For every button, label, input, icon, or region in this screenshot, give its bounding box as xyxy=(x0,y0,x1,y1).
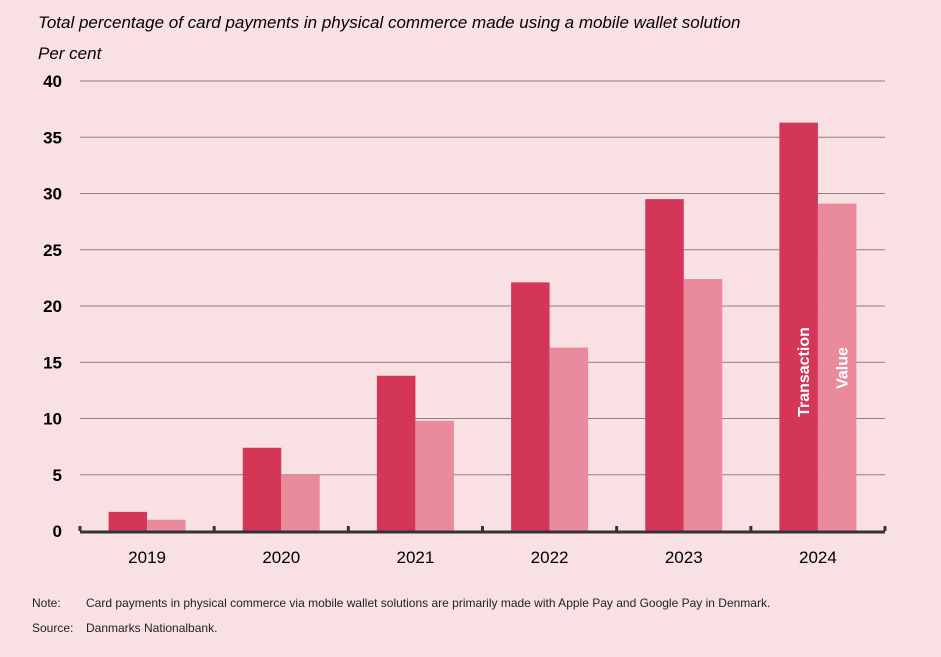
y-tick-label: 25 xyxy=(43,241,62,260)
legend-label-transaction: Transaction xyxy=(796,327,813,417)
bar-transaction-2019 xyxy=(108,511,148,531)
bar-value-2021 xyxy=(415,420,454,531)
bar-value-2023 xyxy=(683,279,723,531)
bar-value-2019 xyxy=(147,519,186,531)
y-tick-label: 15 xyxy=(43,353,62,372)
note-text: Card payments in physical commerce via m… xyxy=(86,596,771,610)
x-tick-label: 2019 xyxy=(128,548,166,567)
bar-transaction-2023 xyxy=(645,199,684,531)
y-tick-label: 10 xyxy=(43,410,62,429)
y-axis-label: Per cent xyxy=(38,44,102,63)
bar-value-2022 xyxy=(549,347,589,531)
note-label: Note: xyxy=(32,596,61,610)
x-tick-label: 2021 xyxy=(397,548,435,567)
bar-value-2020 xyxy=(281,474,320,531)
y-tick-label: 40 xyxy=(43,72,62,91)
bar-transaction-2020 xyxy=(242,447,282,531)
bar-value-2024 xyxy=(817,203,857,531)
y-tick-label: 20 xyxy=(43,297,62,316)
footnote: Note: Card payments in physical commerce … xyxy=(32,596,770,610)
y-tick-label: 0 xyxy=(53,522,62,541)
bar-transaction-2022 xyxy=(511,282,550,531)
bar-chart: 0 5 10 15 20 25 30 35 40 2019 2020 2021 2022 2023 2024… xyxy=(43,72,887,567)
source-text: Danmarks Nationalbank. xyxy=(86,621,218,635)
chart-title: Total percentage of card payments in phy… xyxy=(38,13,741,32)
y-tick-label: 5 xyxy=(53,466,62,485)
y-tick-label: 30 xyxy=(43,185,62,204)
bar-transaction-2021 xyxy=(376,375,416,531)
x-tick-label: 2020 xyxy=(262,548,300,567)
source: Source: Danmarks Nationalbank. xyxy=(32,621,217,635)
x-tick-label: 2022 xyxy=(531,548,569,567)
source-label: Source: xyxy=(32,621,74,635)
x-tick-label: 2023 xyxy=(665,548,703,567)
legend-label-value: Value xyxy=(834,347,851,389)
bar-transaction-2024 xyxy=(779,122,818,531)
x-tick-label: 2024 xyxy=(799,548,837,567)
y-tick-label: 35 xyxy=(43,128,62,147)
